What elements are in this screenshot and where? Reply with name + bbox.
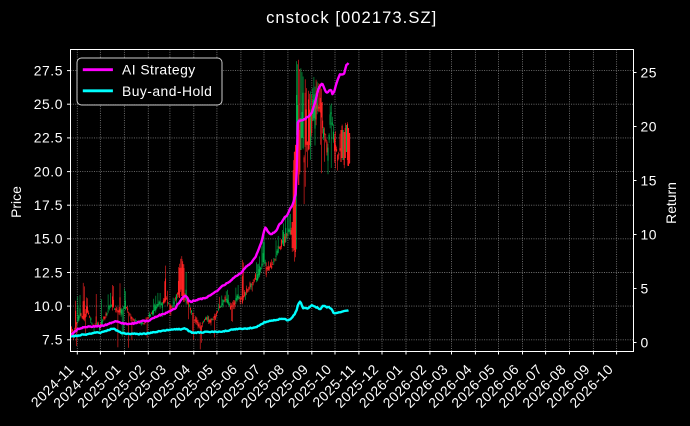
- svg-text:Return: Return: [663, 182, 679, 224]
- svg-text:5: 5: [641, 280, 649, 296]
- svg-text:20.0: 20.0: [34, 163, 63, 179]
- svg-text:27.5: 27.5: [34, 62, 63, 78]
- svg-text:10: 10: [641, 226, 658, 242]
- svg-text:0: 0: [641, 334, 649, 350]
- svg-text:10.0: 10.0: [34, 298, 63, 314]
- svg-text:15: 15: [641, 172, 658, 188]
- svg-text:Price: Price: [8, 186, 24, 218]
- svg-text:7.5: 7.5: [42, 332, 63, 348]
- svg-text:22.5: 22.5: [34, 130, 63, 146]
- svg-text:25.0: 25.0: [34, 96, 63, 112]
- svg-text:25: 25: [641, 64, 658, 80]
- svg-text:15.0: 15.0: [34, 231, 63, 247]
- svg-text:12.5: 12.5: [34, 264, 63, 280]
- svg-text:AI Strategy: AI Strategy: [122, 62, 196, 78]
- svg-text:Buy-and-Hold: Buy-and-Hold: [122, 83, 212, 99]
- svg-text:20: 20: [641, 118, 658, 134]
- svg-text:cnstock [002173.SZ]: cnstock [002173.SZ]: [266, 8, 437, 27]
- svg-text:17.5: 17.5: [34, 197, 63, 213]
